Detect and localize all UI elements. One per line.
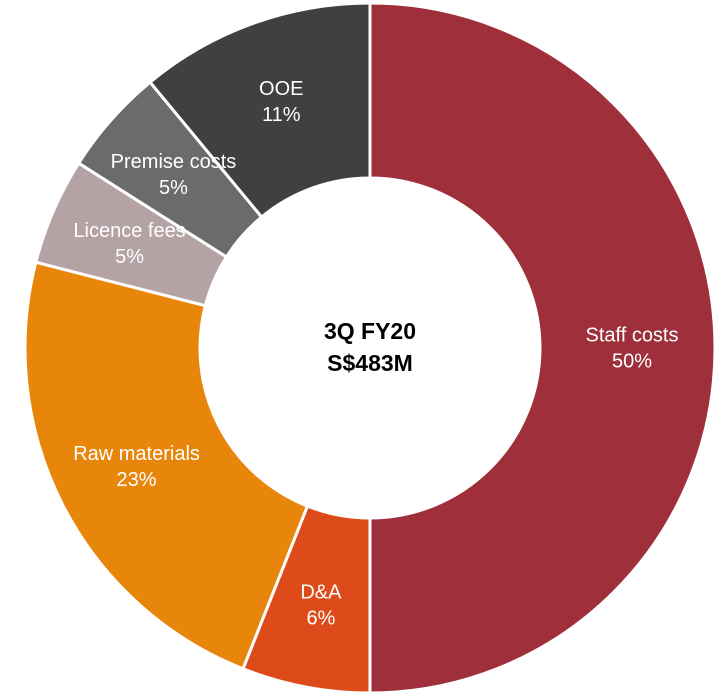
- center-label: S$483M: [327, 350, 413, 376]
- slice: [23, 260, 310, 671]
- slice-value: 5%: [115, 246, 144, 268]
- slice: [147, 1, 372, 220]
- slice-label: Staff costs: [585, 324, 678, 346]
- slice-value: 50%: [612, 350, 652, 372]
- slice-label: Licence fees: [73, 220, 185, 242]
- slice-label: Raw materials: [73, 443, 200, 465]
- slice: [368, 1, 717, 695]
- center-label: 3Q FY20: [324, 318, 416, 344]
- slice-label: OOE: [259, 78, 303, 100]
- slice-value: 23%: [117, 469, 157, 491]
- slice-value: 5%: [159, 177, 188, 199]
- slice-label: D&A: [300, 582, 342, 604]
- slice-value: 11%: [262, 104, 301, 126]
- slice-value: 6%: [306, 608, 335, 630]
- slice-label: Premise costs: [111, 151, 237, 173]
